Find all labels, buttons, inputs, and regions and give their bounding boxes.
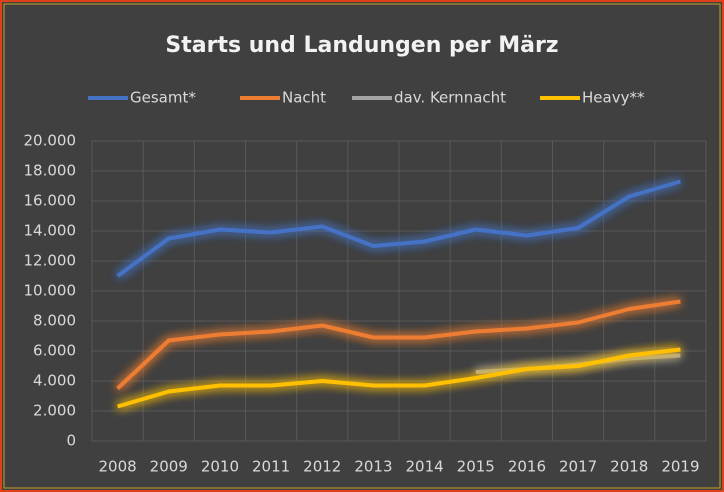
x-tick-label: 2017 bbox=[559, 458, 597, 476]
x-tick-label: 2011 bbox=[252, 458, 290, 476]
x-tick-label: 2019 bbox=[661, 458, 699, 476]
x-tick-label: 2008 bbox=[98, 458, 136, 476]
chart-title: Starts und Landungen per März bbox=[165, 33, 558, 58]
x-tick-label: 2015 bbox=[457, 458, 495, 476]
y-tick-label: 2.000 bbox=[33, 402, 76, 420]
y-tick-label: 14.000 bbox=[24, 222, 77, 240]
x-tick-label: 2013 bbox=[354, 458, 392, 476]
legend-label: Heavy** bbox=[582, 89, 645, 107]
x-tick-label: 2010 bbox=[201, 458, 239, 476]
y-tick-label: 0 bbox=[66, 432, 76, 450]
legend-label: Nacht bbox=[282, 89, 326, 107]
x-tick-label: 2018 bbox=[610, 458, 648, 476]
x-tick-label: 2012 bbox=[303, 458, 341, 476]
series-line bbox=[116, 179, 681, 278]
legend-label: dav. Kernnacht bbox=[394, 89, 506, 107]
series-line bbox=[117, 347, 681, 409]
x-tick-label: 2014 bbox=[405, 458, 443, 476]
y-tick-label: 18.000 bbox=[24, 162, 77, 180]
y-tick-label: 10.000 bbox=[24, 282, 77, 300]
y-tick-label: 16.000 bbox=[24, 192, 77, 210]
y-tick-label: 20.000 bbox=[24, 132, 77, 150]
y-tick-label: 8.000 bbox=[33, 312, 76, 330]
inner-frame bbox=[3, 3, 721, 489]
y-tick-label: 12.000 bbox=[24, 252, 77, 270]
legend-label: Gesamt* bbox=[130, 89, 196, 107]
y-tick-label: 6.000 bbox=[33, 342, 76, 360]
series-line bbox=[116, 299, 681, 390]
x-tick-label: 2009 bbox=[150, 458, 188, 476]
y-tick-label: 4.000 bbox=[33, 372, 76, 390]
x-tick-label: 2016 bbox=[508, 458, 546, 476]
